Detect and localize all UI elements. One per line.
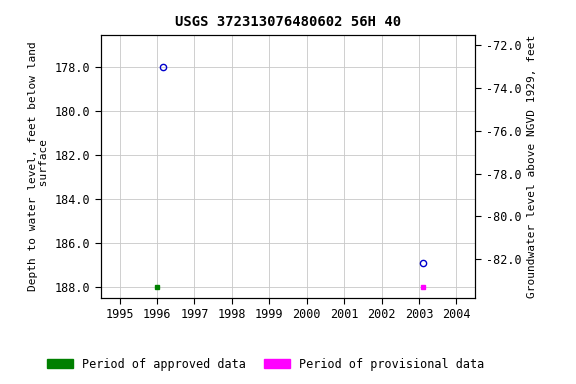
Legend: Period of approved data, Period of provisional data: Period of approved data, Period of provi… [47,358,484,371]
Y-axis label: Depth to water level, feet below land
 surface: Depth to water level, feet below land su… [28,41,49,291]
Title: USGS 372313076480602 56H 40: USGS 372313076480602 56H 40 [175,15,401,29]
Y-axis label: Groundwater level above NGVD 1929, feet: Groundwater level above NGVD 1929, feet [527,35,537,298]
